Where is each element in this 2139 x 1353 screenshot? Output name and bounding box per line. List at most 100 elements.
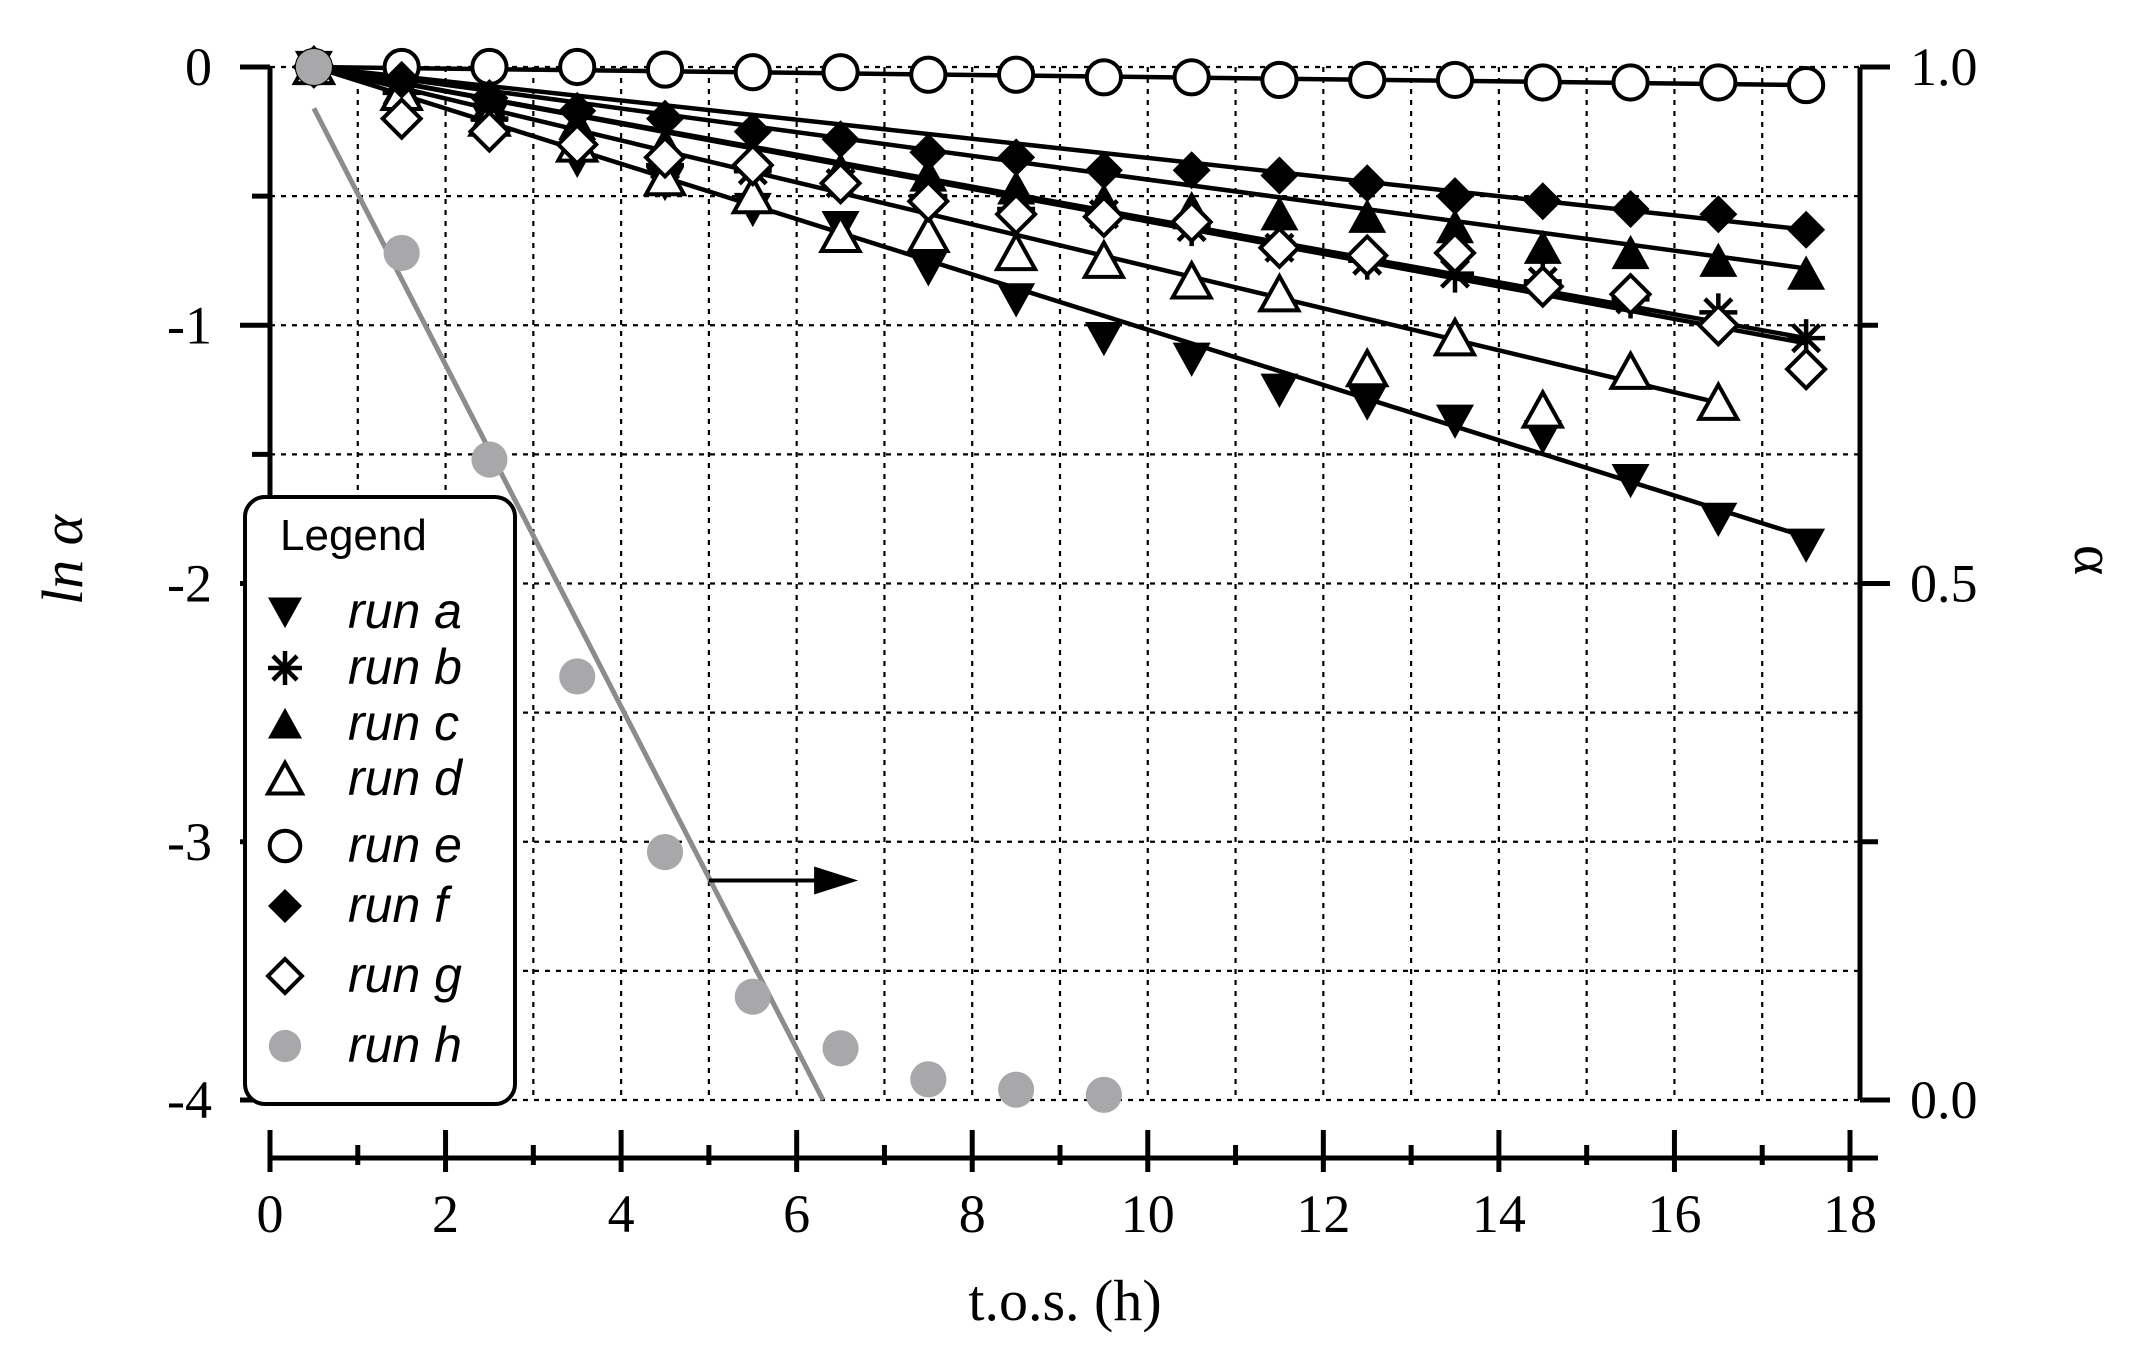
- run-g-point: [467, 109, 512, 154]
- run-c-point: [1260, 196, 1299, 231]
- legend-marker-run-d: [264, 758, 306, 796]
- run-a-point: [909, 252, 948, 287]
- axis-labels: t.o.s. (h) ln α α: [30, 513, 2127, 1333]
- run-h-fit-line: [311, 107, 826, 1102]
- legend-label-run-d: run d: [348, 750, 464, 806]
- run-f-point: [1436, 177, 1474, 216]
- run-g-point: [730, 143, 775, 187]
- run-c-point: [997, 170, 1036, 205]
- run-e-point: [997, 55, 1036, 94]
- run-c-point: [909, 157, 948, 192]
- y-tick-label: 0: [185, 37, 212, 97]
- run-h-point: [910, 1061, 947, 1098]
- axes: 0 2 4 6 8 10 12 14 16 18 0 -1 -2 -3 -4 1.0 0.5 0.0: [167, 37, 1977, 1244]
- run-c-fit-line: [313, 64, 1807, 271]
- legend-label-run-f: run f: [348, 877, 453, 933]
- run-e-point: [645, 50, 685, 89]
- run-f-point: [1348, 164, 1387, 203]
- run-g-point: [1520, 264, 1565, 309]
- run-a-point: [1436, 404, 1474, 439]
- y-axis-title: ln α: [30, 513, 95, 605]
- run-c-point: [1611, 234, 1650, 270]
- run-g-point: [1169, 200, 1214, 244]
- run-f-point: [382, 60, 421, 99]
- legend-marker-run-e: [267, 828, 303, 864]
- x-tick-label: 16: [1647, 1184, 1701, 1244]
- run-h-point: [471, 441, 508, 478]
- run-g-point: [1257, 225, 1302, 270]
- run-h-point: [295, 48, 332, 86]
- run-g-point: [379, 96, 424, 141]
- run-c-point: [1523, 229, 1562, 264]
- run-f-point: [1523, 182, 1562, 221]
- x-tick-label: 18: [1823, 1184, 1877, 1244]
- legend-marker-run-a: [268, 597, 302, 629]
- x-tick-label: 2: [432, 1184, 459, 1244]
- run-c-point: [1436, 209, 1474, 244]
- run-d-point: [730, 173, 776, 215]
- run-h-point: [646, 834, 684, 871]
- run-h-point: [734, 978, 771, 1015]
- run-h-point: [1085, 1076, 1122, 1113]
- run-h-point: [559, 658, 596, 695]
- legend-title: Legend: [280, 511, 427, 560]
- run-a-point: [1348, 386, 1387, 421]
- y2-tick-label: 1.0: [1910, 37, 1978, 97]
- run-d-point: [1695, 380, 1741, 421]
- legend-label-run-b: run b: [348, 639, 462, 695]
- run-d-point: [1257, 272, 1302, 313]
- run-d-point: [1432, 315, 1478, 357]
- legend-label-run-c: run c: [348, 695, 459, 751]
- legend-label-run-e: run e: [348, 817, 462, 873]
- run-e-point: [470, 47, 509, 87]
- run-g-point: [1608, 272, 1653, 317]
- y-tick-label: -3: [167, 812, 212, 872]
- x-tick-label: 14: [1472, 1184, 1526, 1244]
- run-d-point: [1608, 349, 1653, 390]
- legend-marker-run-f: [268, 889, 302, 923]
- run-f-point: [1084, 151, 1123, 190]
- run-c-point: [1348, 198, 1387, 233]
- run-e-point: [821, 53, 860, 92]
- run-a-point: [1523, 420, 1562, 455]
- run-d-point: [993, 230, 1039, 272]
- legend-label-run-h: run h: [348, 1017, 462, 1073]
- y-tick-label: -4: [167, 1070, 212, 1130]
- x-tick-label: 10: [1121, 1184, 1175, 1244]
- asterisk-stroke: [271, 654, 299, 682]
- run-e-point: [1787, 65, 1826, 105]
- gridlines: [270, 65, 1860, 1102]
- run-d-point: [1344, 346, 1390, 388]
- run-g-point: [906, 179, 951, 224]
- run-f-point: [1260, 156, 1299, 195]
- data-markers: [291, 44, 1828, 1113]
- y-tick-label: -2: [167, 554, 212, 614]
- run-e-point: [1699, 63, 1738, 102]
- x-axis-title: t.o.s. (h): [968, 1268, 1161, 1333]
- x-tick-label: 4: [608, 1184, 635, 1244]
- run-c-point: [1787, 255, 1826, 290]
- run-a-point: [1172, 342, 1211, 377]
- run-f-point: [558, 91, 597, 130]
- asterisk-stroke: [1791, 323, 1822, 354]
- run-h-point: [998, 1071, 1035, 1108]
- run-a-point: [1260, 373, 1299, 408]
- run-f-point: [470, 78, 509, 117]
- run-g-point: [555, 122, 600, 167]
- run-e-point: [558, 47, 597, 87]
- run-d-point: [1081, 238, 1127, 279]
- run-d-point: [818, 212, 863, 254]
- run-f-point: [1611, 190, 1650, 229]
- run-e-point: [1348, 60, 1387, 100]
- run-c-point: [1699, 242, 1738, 277]
- run-d-point: [905, 212, 951, 254]
- run-a-point: [1084, 322, 1123, 357]
- arrow-head: [814, 866, 859, 895]
- run-g-point: [994, 192, 1038, 237]
- run-g-point: [818, 161, 863, 206]
- run-e-point: [1611, 63, 1650, 102]
- run-g-point: [1784, 347, 1828, 391]
- run-h-point: [822, 1030, 859, 1067]
- run-f-point: [1699, 195, 1738, 234]
- run-f-point: [909, 133, 948, 172]
